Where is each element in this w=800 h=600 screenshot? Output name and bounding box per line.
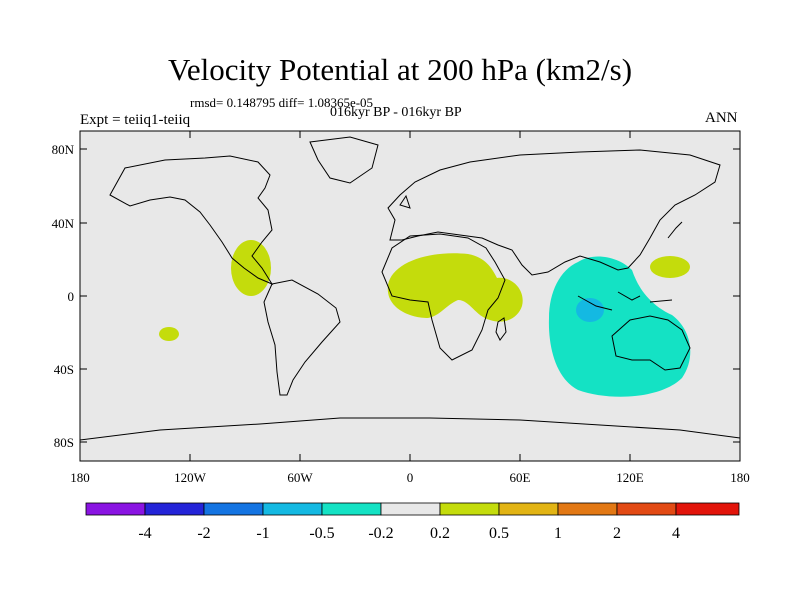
colorbar-label: -1 [256, 525, 269, 542]
lon-tick-label: 60E [510, 470, 531, 485]
lat-tick-label: 40N [52, 216, 75, 231]
colorbar-box-4 [262, 502, 323, 516]
experiment-label: Expt = teiiq1-teiiq [80, 112, 191, 128]
colorbar-box-6 [380, 502, 441, 516]
lon-tick-label: 60W [287, 470, 313, 485]
positive-region-pacific-south [159, 327, 179, 341]
lat-tick-label: 0 [68, 289, 75, 304]
colorbar-label: 4 [672, 525, 680, 542]
lon-tick-label: 180 [70, 470, 90, 485]
colorbar [85, 502, 740, 516]
colorbar-box-9 [557, 502, 618, 516]
negative-core-indian-ocean [576, 298, 604, 322]
lon-tick-label: 120W [174, 470, 207, 485]
period-subtitle: 016kyr BP - 016kyr BP [330, 105, 462, 120]
lon-axis [79, 131, 741, 461]
colorbar-label: 0.5 [489, 525, 509, 542]
colorbar-box-1 [85, 502, 146, 516]
colorbar-box-10 [616, 502, 677, 516]
lon-tick-label: 120E [616, 470, 644, 485]
colorbar-box-8 [498, 502, 559, 516]
colorbar-label: -2 [197, 525, 210, 542]
positive-region-west-pacific [650, 256, 690, 278]
colorbar-label: 2 [613, 525, 621, 542]
season-label: ANN [705, 110, 738, 126]
colorbar-label: 0.2 [430, 525, 450, 542]
lat-axis [80, 148, 740, 443]
lat-tick-label: 80S [54, 435, 74, 450]
lon-tick-label: 180 [730, 470, 750, 485]
lat-tick-label: 80N [52, 142, 75, 157]
lat-tick-label: 40S [54, 362, 74, 377]
lon-tick-label: 0 [407, 470, 414, 485]
colorbar-label: -0.2 [368, 525, 393, 542]
stats-subtitle: rmsd= 0.148795 diff= 1.08365e-05 [190, 95, 374, 110]
colorbar-label: -0.5 [309, 525, 334, 542]
colorbar-box-3 [203, 502, 264, 516]
colorbar-box-2 [144, 502, 205, 516]
positive-region-africa [387, 253, 523, 322]
coastlines [80, 136, 740, 441]
plot-title: Velocity Potential at 200 hPa (km2/s) [167, 52, 633, 87]
positive-region-central-america [231, 240, 271, 296]
colorbar-label: 1 [554, 525, 562, 542]
colorbar-box-5 [321, 502, 382, 516]
colorbar-label: -4 [138, 525, 151, 542]
colorbar-box-7 [439, 502, 500, 516]
colorbar-box-11 [675, 502, 740, 516]
negative-region-maritime-continent [548, 256, 691, 397]
